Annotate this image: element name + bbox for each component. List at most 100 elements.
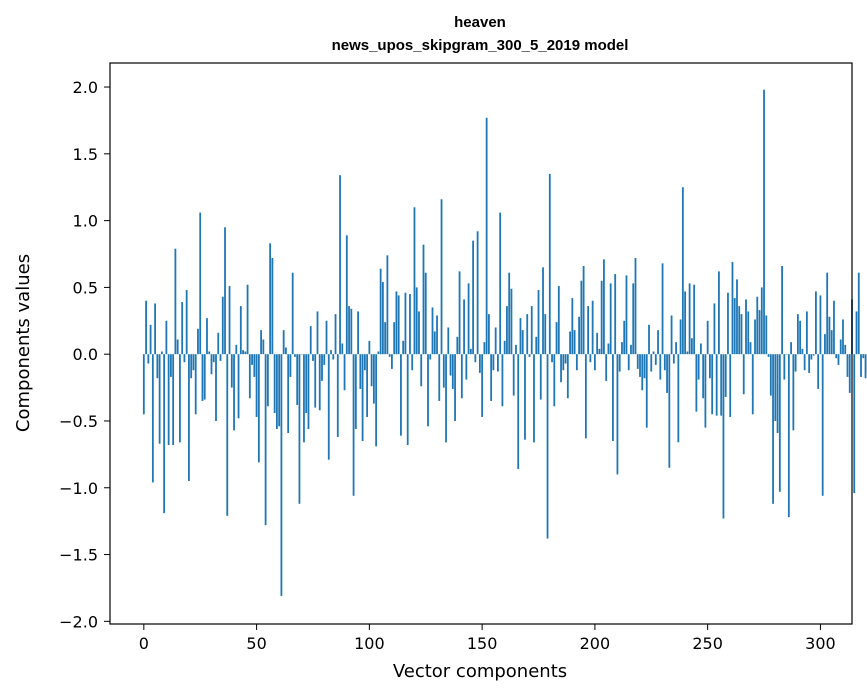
bar-236 [675,342,677,355]
bar-216 [630,344,632,355]
bar-318 [860,354,862,377]
bar-124 [422,244,425,355]
bar-109 [388,354,391,357]
bar-105 [379,268,382,355]
bar-217 [632,283,635,355]
bar-32 [215,354,217,421]
bar-78 [318,354,321,411]
bar-256 [720,354,723,416]
bar-155 [492,354,495,371]
bar-103 [375,354,378,447]
bar-195 [582,266,585,355]
bar-143 [465,354,468,380]
bar-255 [718,271,720,355]
bar-234 [670,315,673,355]
bar-36 [224,227,226,355]
bar-262 [733,298,736,355]
bar-175 [537,290,540,355]
bar-18 [183,354,186,363]
bar-116 [404,292,407,355]
bar-290 [796,314,799,355]
bar-56 [269,243,272,355]
bar-137 [451,354,454,389]
bar-231 [663,354,666,371]
y-tick-label: −1.5 [59,546,98,565]
bar-110 [391,354,393,369]
bar-192 [575,354,578,371]
x-tick-label: 50 [246,634,266,653]
bar-242 [688,283,691,355]
bar-160 [503,340,506,355]
bar-10 [165,320,168,355]
bar-33 [217,332,220,355]
bar-86 [336,354,339,437]
bar-233 [668,354,671,468]
x-axis-ticks: 0 50 100 150 200 250 300 [139,624,836,653]
bar-307 [835,354,838,359]
bar-168 [521,330,524,355]
bar-37 [226,354,229,516]
bar-301 [821,354,824,496]
bar-220 [639,354,641,377]
bar-5 [154,303,156,355]
y-tick-label: −2.0 [59,612,98,631]
bar-74 [309,326,312,355]
bar-51 [257,354,260,463]
bar-135 [447,327,450,355]
bar-79 [321,354,323,381]
bar-298 [815,291,817,355]
bar-185 [560,354,562,383]
bar-161 [506,306,508,355]
bar-140 [458,271,461,355]
bar-275 [763,89,765,355]
bar-131 [438,354,441,401]
x-tick-label: 100 [354,634,385,653]
bar-48 [251,354,253,365]
bar-180 [548,173,551,355]
bar-210 [616,354,619,475]
bar-283 [781,266,783,355]
bar-98 [363,354,366,371]
bar-187 [564,354,567,364]
bar-206 [607,343,610,355]
bar-224 [648,324,650,355]
bar-211 [618,354,621,372]
bar-72 [305,354,308,413]
bar-284 [783,354,786,380]
bar-260 [729,354,732,417]
bar-258 [724,354,727,397]
bar-261 [731,262,734,355]
bar-114 [400,354,402,436]
bar-7 [158,354,161,444]
bar-85 [334,314,337,355]
bar-118 [409,294,411,355]
y-tick-label: −0.5 [59,412,98,431]
bar-14 [174,248,177,355]
bar-80 [323,354,326,365]
bar-286 [787,354,790,518]
bar-67 [294,354,296,357]
bar-95 [357,311,359,355]
bar-146 [472,240,474,355]
bar-24 [197,328,199,355]
bar-16 [179,354,181,443]
bar-181 [551,354,553,363]
bar-106 [381,282,384,355]
bar-96 [359,354,362,389]
bar-57 [271,258,274,355]
bar-316 [855,311,858,355]
bar-62 [282,330,285,355]
bar-239 [681,187,684,355]
bar-125 [424,272,427,355]
bar-75 [312,354,314,361]
y-axis-ticks: −2.0 −1.5 −1.0 −0.5 0.0 0.5 1.0 1.5 2.0 [59,78,110,631]
bar-12 [169,354,172,377]
x-axis-label: Vector components [393,661,567,682]
bar-145 [469,348,472,355]
bar-107 [384,322,387,355]
bar-44 [242,350,244,355]
bar-267 [745,299,747,355]
bar-263 [736,279,738,355]
bar-49 [253,354,256,377]
bar-149 [478,354,481,373]
